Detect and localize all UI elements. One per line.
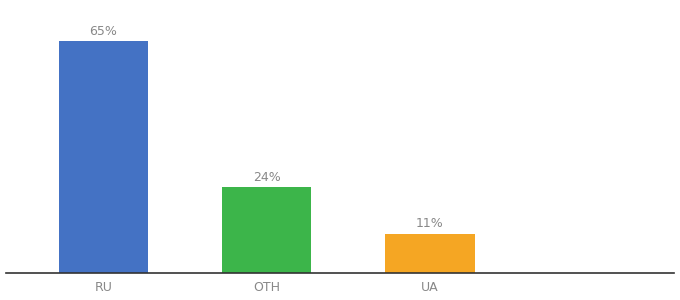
Bar [222,188,311,273]
Text: 11%: 11% [416,217,443,230]
Bar [385,234,475,273]
Bar [58,41,148,273]
Text: 24%: 24% [253,171,280,184]
Text: 65%: 65% [90,25,118,38]
